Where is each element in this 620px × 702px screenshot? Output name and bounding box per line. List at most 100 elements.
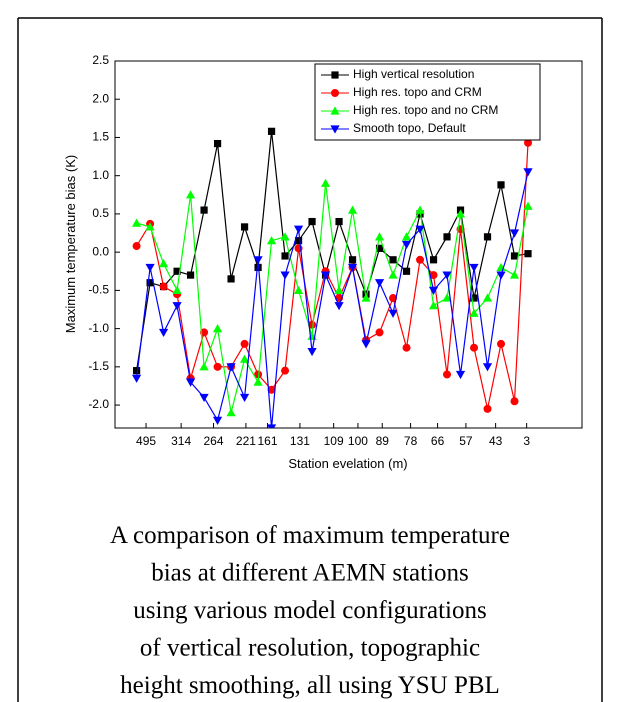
marker — [509, 270, 520, 279]
marker — [172, 302, 182, 311]
marker — [226, 363, 236, 372]
marker — [293, 285, 304, 294]
marker — [416, 255, 425, 264]
series-line — [136, 131, 529, 371]
series-group — [131, 127, 533, 428]
marker — [442, 293, 452, 302]
marker — [158, 259, 169, 268]
marker — [254, 370, 263, 379]
marker — [347, 263, 358, 273]
marker — [159, 282, 168, 291]
legend-label: High vertical resolution — [353, 67, 474, 81]
marker — [429, 271, 438, 280]
marker — [415, 225, 425, 234]
x-tick-label: 3 — [523, 434, 530, 448]
y-tick-label: 2.0 — [92, 91, 109, 105]
marker — [482, 363, 493, 372]
marker — [212, 324, 223, 333]
marker — [253, 377, 263, 386]
y-tick-label: -1.5 — [88, 359, 109, 373]
x-tick-label: 131 — [290, 434, 310, 448]
marker — [254, 263, 262, 272]
marker — [266, 236, 277, 245]
marker — [320, 178, 331, 187]
marker — [131, 374, 142, 383]
y-tick-label: -2.0 — [88, 397, 109, 411]
marker — [469, 308, 479, 317]
marker — [213, 139, 222, 148]
marker — [388, 309, 398, 318]
marker — [401, 232, 412, 241]
x-tick-label: 221 — [236, 434, 256, 448]
marker — [240, 339, 249, 348]
marker — [428, 301, 439, 310]
marker — [443, 370, 452, 379]
marker — [401, 240, 412, 250]
x-tick-label: 264 — [204, 434, 224, 448]
marker — [469, 263, 479, 273]
marker — [280, 271, 290, 280]
marker — [415, 205, 425, 214]
marker — [375, 328, 384, 337]
marker — [497, 339, 506, 348]
marker — [482, 293, 493, 302]
marker — [510, 252, 519, 260]
marker — [294, 237, 303, 245]
marker — [455, 370, 466, 380]
legend-label: Smooth topo, Default — [353, 121, 466, 135]
marker — [402, 343, 411, 352]
marker — [172, 285, 182, 294]
marker — [455, 209, 466, 218]
caption-line: of vertical resolution, topographic — [140, 635, 480, 662]
marker — [330, 125, 340, 134]
marker — [267, 127, 276, 135]
plot-frame — [114, 60, 583, 429]
marker — [389, 256, 397, 264]
marker — [308, 217, 316, 226]
marker — [335, 217, 343, 226]
marker — [334, 285, 344, 294]
y-tick-label: 2.5 — [92, 53, 109, 67]
marker — [320, 271, 331, 280]
marker — [483, 404, 492, 413]
marker — [281, 366, 290, 375]
marker — [132, 367, 141, 375]
marker — [173, 267, 181, 275]
marker — [199, 362, 209, 371]
marker — [523, 168, 533, 177]
x-tick-label: 43 — [489, 434, 503, 448]
y-tick-label: 1.0 — [92, 168, 109, 182]
marker — [388, 270, 398, 279]
marker — [253, 256, 263, 265]
caption-line: bias at different AEMN stations — [151, 560, 469, 587]
marker — [497, 181, 505, 189]
marker — [374, 279, 385, 288]
marker — [308, 320, 317, 329]
marker — [496, 271, 506, 280]
x-tick-label: 161 — [258, 434, 278, 448]
marker — [442, 271, 452, 280]
marker — [200, 206, 208, 214]
marker — [361, 293, 371, 302]
x-axis-title: Station evelation (m) — [288, 456, 407, 471]
marker — [158, 328, 169, 338]
y-tick-label: -0.5 — [88, 283, 109, 297]
marker — [212, 416, 223, 425]
marker — [524, 250, 532, 258]
x-tick-label: 89 — [376, 434, 390, 448]
marker — [331, 71, 339, 79]
marker — [186, 271, 195, 279]
series-line — [136, 183, 529, 413]
marker — [374, 232, 385, 241]
marker — [145, 263, 155, 273]
y-tick-label: 0.0 — [92, 244, 109, 258]
marker — [334, 302, 344, 311]
marker — [281, 252, 289, 260]
marker — [267, 385, 276, 394]
marker — [131, 218, 142, 227]
x-tick-label: 109 — [324, 434, 344, 448]
marker — [470, 294, 478, 302]
caption-line: using various model configurations — [133, 597, 486, 624]
marker — [524, 138, 533, 147]
caption-line: A comparison of maximum temperature — [110, 522, 510, 549]
